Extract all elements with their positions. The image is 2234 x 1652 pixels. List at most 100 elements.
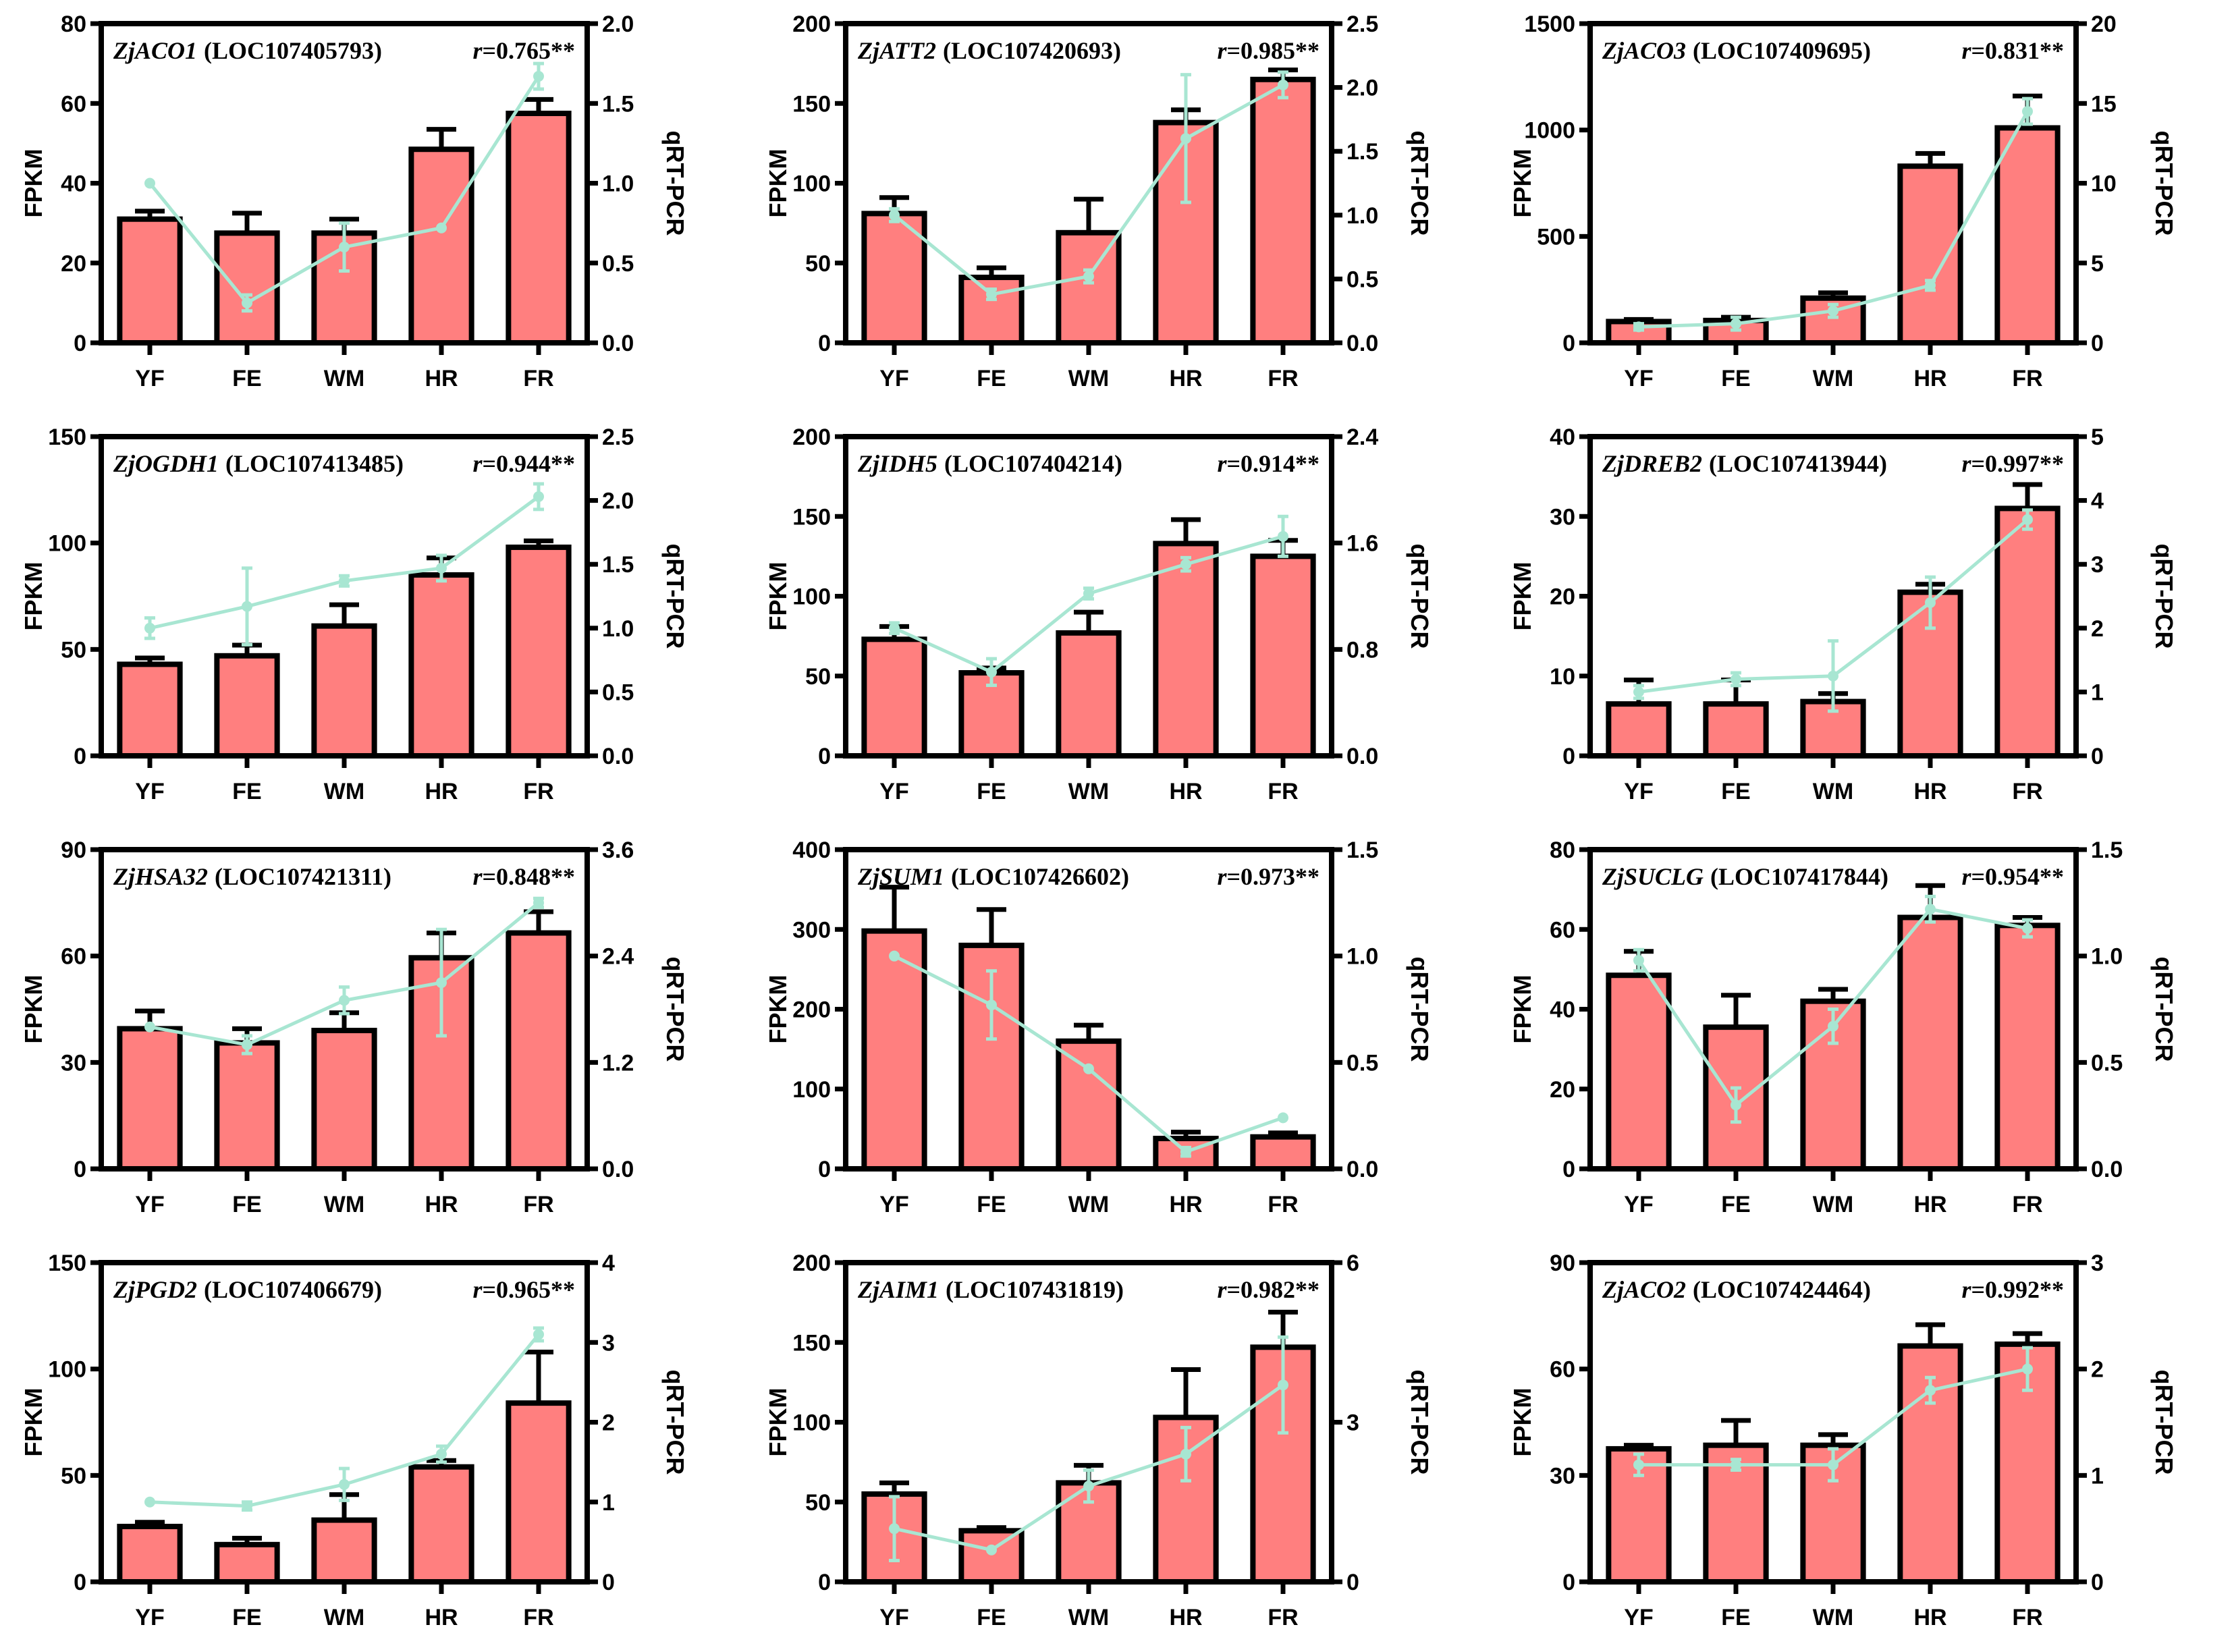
x-tick-label: WM — [324, 366, 364, 391]
r-symbol: r — [1961, 863, 1971, 890]
x-tick-label: YF — [879, 1192, 908, 1217]
qrt-point — [533, 1329, 544, 1340]
y-tick-label: 150 — [48, 1250, 86, 1276]
y-tick-label: 500 — [1537, 224, 1575, 250]
x-tick-label: FR — [523, 779, 553, 804]
y-axis-label: FPKM — [1508, 975, 1536, 1044]
fpkm-bar — [214, 1040, 280, 1172]
y-tick-label: 1000 — [1524, 118, 1575, 144]
r-value: =0.982** — [1226, 1276, 1319, 1303]
y2-tick-label: 2.5 — [1346, 11, 1378, 37]
locus-id: (LOC107431819) — [946, 1276, 1124, 1303]
y-tick-label: 10 — [1550, 664, 1575, 690]
x-tick-label: WM — [324, 1192, 364, 1217]
gene-name: ZjOGDH1 — [113, 450, 219, 477]
r-symbol: r — [472, 450, 483, 477]
gene-name: ZjATT2 — [857, 37, 936, 64]
y2-tick-label: 0.5 — [1346, 1050, 1378, 1076]
y2-tick-label: 1.6 — [1346, 531, 1378, 557]
x-tick-label: FR — [2012, 1192, 2042, 1217]
y-axis-label: FPKM — [764, 1388, 792, 1457]
qrt-point — [1828, 305, 1838, 316]
y-tick-label: 400 — [792, 837, 831, 863]
x-tick-label: FE — [977, 1605, 1006, 1630]
y2-tick-label: 2.0 — [602, 489, 634, 514]
y2-tick-label: 2.5 — [602, 424, 634, 450]
y-tick-label: 20 — [1550, 1077, 1575, 1103]
y2-axis-label: qRT-PCR — [1406, 1370, 1434, 1475]
y-tick-label: 50 — [805, 1490, 831, 1516]
y2-tick-label: 3.6 — [602, 837, 634, 863]
qrt-point — [1180, 1146, 1191, 1157]
x-tick-label: HR — [1169, 366, 1202, 391]
y-tick-label: 0 — [818, 331, 831, 356]
locus-id: (LOC107406679) — [204, 1276, 382, 1303]
y-tick-label: 200 — [792, 11, 831, 37]
x-tick-label: FR — [523, 366, 553, 391]
y-axis-label: FPKM — [1508, 1388, 1536, 1457]
r-symbol: r — [1961, 1276, 1971, 1303]
x-tick-label: FR — [1268, 1192, 1298, 1217]
y-tick-label: 20 — [1550, 584, 1575, 610]
y-tick-label: 60 — [61, 944, 86, 970]
qrt-point — [2022, 923, 2033, 934]
y2-tick-label: 2.4 — [1346, 424, 1378, 450]
fpkm-bar — [958, 275, 1025, 346]
qrt-point — [1083, 1481, 1094, 1492]
qrt-point — [1278, 1112, 1288, 1124]
y-tick-label: 0 — [818, 1570, 831, 1595]
fpkm-bar — [214, 1541, 280, 1585]
x-tick-label: FE — [232, 366, 261, 391]
fpkm-bar — [1250, 76, 1316, 346]
gene-name: ZjSUCLG — [1602, 863, 1704, 890]
chart-panel-zjaco1: 0 20 40 60 80 0.0 0.5 1.0 1.5 2.0 YF FE WM HR FR FPKM qR… — [20, 11, 689, 391]
y2-tick-label: 5 — [2091, 251, 2104, 277]
y2-axis-label: qRT-PCR — [661, 131, 689, 236]
y2-tick-label: 0.5 — [602, 680, 634, 705]
qrt-point — [1278, 1379, 1288, 1391]
y2-tick-label: 3 — [1346, 1410, 1359, 1436]
x-tick-label: FR — [1268, 779, 1298, 804]
correlation-label: r=0.765** — [472, 37, 575, 64]
y2-tick-label: 3 — [2091, 1250, 2104, 1276]
fpkm-bar — [861, 928, 927, 1172]
qrt-point — [1633, 1459, 1644, 1470]
y2-tick-label: 1 — [2091, 680, 2104, 705]
qrt-point — [1925, 597, 1936, 608]
y2-axis-label: qRT-PCR — [661, 957, 689, 1062]
fpkm-bar — [1250, 1134, 1316, 1172]
fpkm-bar — [1056, 630, 1122, 759]
fpkm-bar — [506, 1400, 572, 1585]
panel-title: ZjACO2 (LOC107424464) — [1602, 1276, 1871, 1303]
qrt-point — [144, 622, 155, 634]
y-tick-label: 100 — [48, 1357, 86, 1383]
r-symbol: r — [472, 1276, 483, 1303]
chart-panel-zjaco2: 0 30 60 90 0 1 2 3 YF FE WM HR FR FPKM qRT-PCR ZjACO2 (L… — [1508, 1250, 2178, 1630]
y-axis-label: FPKM — [20, 1388, 47, 1457]
y2-tick-label: 0.5 — [1346, 267, 1378, 292]
chart-panel-zjdreb2: 0 10 20 30 40 0 1 2 3 4 5 YF FE WM HR FR FPKM qRT-PCR ZjDR… — [1508, 424, 2178, 804]
y-tick-label: 1500 — [1524, 11, 1575, 37]
qrt-point — [2022, 106, 2033, 117]
qrt-point — [986, 666, 997, 678]
x-tick-label: WM — [1813, 366, 1853, 391]
x-tick-label: WM — [1068, 366, 1109, 391]
y-tick-label: 0 — [1562, 1157, 1575, 1182]
y2-tick-label: 3 — [2091, 552, 2104, 578]
x-tick-label: WM — [1813, 1605, 1853, 1630]
y2-tick-label: 0.5 — [602, 251, 634, 277]
fpkm-bar — [1897, 914, 1963, 1172]
qrt-point — [1731, 1099, 1741, 1111]
x-tick-label: FE — [1721, 779, 1750, 804]
y2-tick-label: 1.0 — [602, 171, 634, 197]
r-value: =0.973** — [1226, 863, 1319, 890]
qrt-point — [1278, 79, 1288, 90]
qrt-point — [1083, 588, 1094, 599]
qrt-point — [1083, 271, 1094, 282]
r-symbol: r — [1961, 37, 1971, 64]
fpkm-bar — [117, 216, 183, 346]
locus-id: (LOC107420693) — [943, 37, 1121, 64]
correlation-label: r=0.992** — [1961, 1276, 2064, 1303]
qrt-point — [242, 297, 252, 308]
